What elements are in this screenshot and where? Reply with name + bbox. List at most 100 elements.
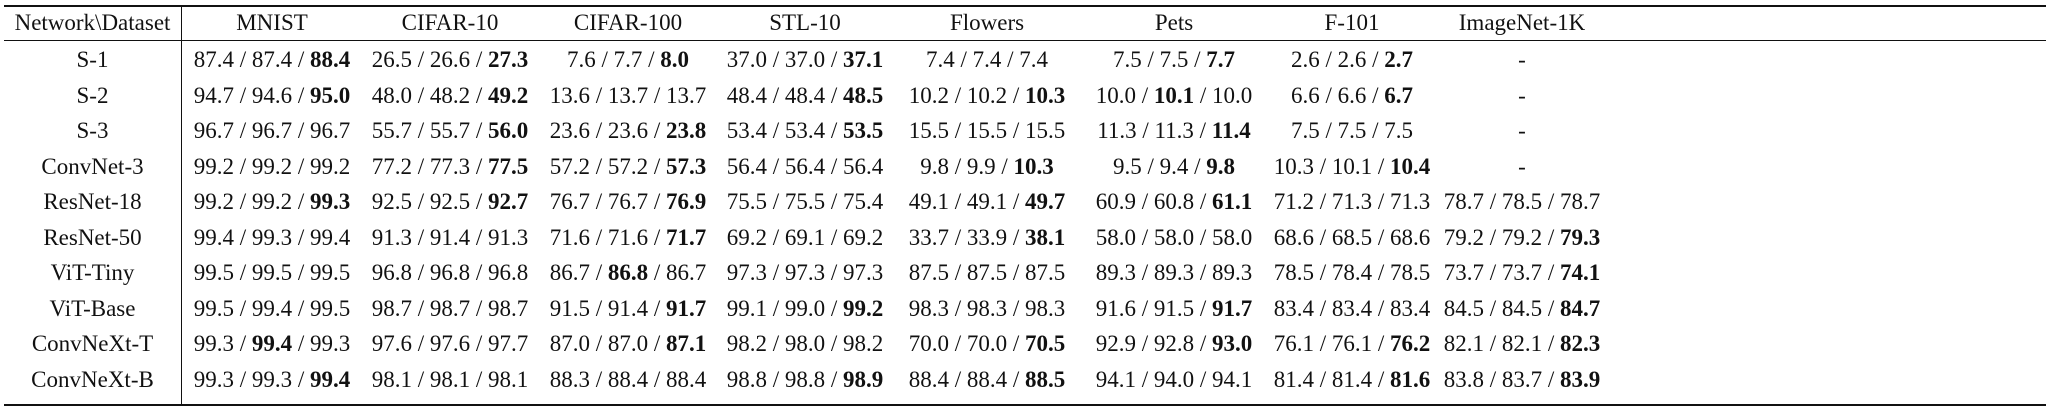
- value: 7.4: [925, 47, 955, 72]
- result-cell: 7.5 / 7.5 / 7.7: [1112, 47, 1236, 72]
- result-cell: 83.4 / 83.4 / 83.4: [1273, 295, 1431, 321]
- result-cell: 37.0 / 37.0 / 37.1: [726, 47, 884, 72]
- value: 15.5: [908, 118, 949, 143]
- value: 98.1: [429, 366, 471, 392]
- value: 99.5: [251, 260, 293, 285]
- row-network-name: ConvNeXt-B: [31, 366, 154, 392]
- value: 33.9: [966, 224, 1008, 250]
- row-network-name: S-1: [76, 47, 109, 72]
- result-cell: 92.9 / 92.8 / 93.0: [1095, 331, 1253, 356]
- value: 98.3: [908, 295, 949, 321]
- value: 76.1: [1273, 331, 1314, 356]
- best-value: 70.5: [1025, 331, 1066, 356]
- value: 84.5: [1443, 295, 1484, 321]
- value: 86.7: [549, 260, 590, 285]
- value: 96.8: [488, 260, 529, 285]
- value: 23.6: [549, 118, 590, 143]
- value: 48.0: [371, 82, 412, 108]
- best-value: 38.1: [1025, 224, 1066, 250]
- value: 87.5: [1025, 260, 1066, 285]
- table-row: ViT-Tiny 99.5 / 99.5 / 99.5 96.8 / 96.8 / …: [4, 260, 2046, 286]
- result-cell: 71.6 / 71.6 / 71.7: [549, 224, 707, 250]
- result-cell: 96.8 / 96.8 / 96.8: [371, 260, 529, 285]
- header-row: Network\Dataset MNIST CIFAR-10 CIFAR-100…: [4, 10, 2046, 36]
- result-cell: 9.8 / 9.9 / 10.3: [920, 153, 1054, 179]
- col-header-pets: Pets: [1154, 10, 1194, 35]
- value: 97.3: [843, 260, 884, 285]
- value: 87.4: [251, 47, 293, 72]
- value: 97.6: [429, 331, 471, 356]
- result-cell: 87.5 / 87.5 / 87.5: [908, 260, 1066, 285]
- result-cell: 11.3 / 11.3 / 11.4: [1097, 118, 1251, 143]
- result-cell: 91.6 / 91.5 / 91.7: [1095, 295, 1253, 321]
- result-cell: 33.7 / 33.9 / 38.1: [908, 224, 1066, 250]
- best-value: 93.0: [1212, 331, 1253, 356]
- row-network-name: ViT-Tiny: [50, 260, 135, 285]
- result-cell: 99.3 / 99.4 / 99.3: [193, 331, 351, 356]
- result-cell: 73.7 / 73.7 / 74.1: [1443, 260, 1601, 285]
- best-value: 37.1: [843, 47, 884, 72]
- value: 96.8: [429, 260, 471, 285]
- value: 86.7: [666, 260, 707, 285]
- value: 99.3: [193, 331, 234, 356]
- value: 77.2: [371, 153, 412, 179]
- value: 70.0: [966, 331, 1008, 356]
- best-value: 86.8: [607, 260, 649, 285]
- best-value: 10.3: [1013, 153, 1054, 179]
- value: 56.4: [843, 153, 884, 179]
- value: 10.2: [966, 82, 1008, 108]
- result-cell: 48.0 / 48.2 / 49.2: [371, 82, 529, 108]
- col-header-imagenet: ImageNet-1K: [1458, 10, 1586, 35]
- value: 82.1: [1443, 331, 1484, 356]
- value: 99.0: [784, 295, 826, 321]
- col-header-cifar100: CIFAR-100: [573, 10, 683, 35]
- best-value: 10.3: [1025, 82, 1066, 108]
- result-cell: 7.5 / 7.5 / 7.5: [1290, 118, 1414, 143]
- result-cell: 9.5 / 9.4 / 9.8: [1112, 153, 1236, 179]
- result-cell: 99.5 / 99.4 / 99.5: [193, 295, 351, 321]
- value: 71.6: [607, 224, 649, 250]
- row-network-name: ResNet-18: [43, 189, 142, 214]
- result-cell: 91.3 / 91.4 / 91.3: [371, 224, 529, 250]
- result-cell: 60.9 / 60.8 / 61.1: [1095, 189, 1253, 214]
- table-row: S-1 87.4 / 87.4 / 88.4 26.5 / 26.6 / 27.3 7…: [4, 47, 2046, 73]
- best-value: 81.6: [1390, 366, 1431, 392]
- result-cell: 10.0 / 10.1 / 10.0: [1095, 82, 1253, 108]
- value: 7.5: [1159, 47, 1189, 72]
- value: 89.3: [1095, 260, 1136, 285]
- value: 98.3: [1025, 295, 1066, 321]
- best-value: 53.5: [843, 118, 884, 143]
- value: 33.7: [908, 224, 949, 250]
- value: 83.8: [1443, 366, 1484, 392]
- row-network-name: ResNet-50: [43, 224, 142, 250]
- result-cell: 87.4 / 87.4 / 88.4: [193, 47, 351, 72]
- col-header-f101: F-101: [1324, 10, 1380, 35]
- value: 53.4: [784, 118, 826, 143]
- value: 73.7: [1501, 260, 1543, 285]
- best-value: 82.3: [1560, 331, 1601, 356]
- value: 96.7: [251, 118, 293, 143]
- col-header-stl10: STL-10: [769, 10, 841, 35]
- best-value: 99.2: [843, 295, 884, 321]
- result-cell: -: [1437, 154, 1607, 180]
- result-cell: 78.7 / 78.5 / 78.7: [1443, 189, 1601, 214]
- value: 99.2: [193, 153, 234, 179]
- best-value: 87.1: [666, 331, 707, 356]
- value: 13.7: [607, 82, 649, 108]
- value: 98.7: [429, 295, 471, 321]
- result-cell: 68.6 / 68.5 / 68.6: [1273, 224, 1431, 250]
- missing-value-dash: -: [1518, 82, 1526, 108]
- value: 89.3: [1153, 260, 1195, 285]
- value: 56.4: [726, 153, 767, 179]
- result-cell: 53.4 / 53.4 / 53.5: [726, 118, 884, 143]
- value: 99.4: [251, 295, 293, 321]
- missing-value-dash: -: [1518, 47, 1526, 72]
- value: 92.5: [371, 189, 412, 214]
- result-cell: 99.2 / 99.2 / 99.3: [193, 189, 351, 214]
- result-cell: 57.2 / 57.2 / 57.3: [549, 153, 707, 179]
- value: 13.6: [549, 82, 590, 108]
- best-value: 2.7: [1384, 47, 1414, 72]
- value: 97.6: [371, 331, 412, 356]
- value: 94.7: [193, 82, 234, 108]
- row-network-name: ConvNeXt-T: [31, 331, 154, 356]
